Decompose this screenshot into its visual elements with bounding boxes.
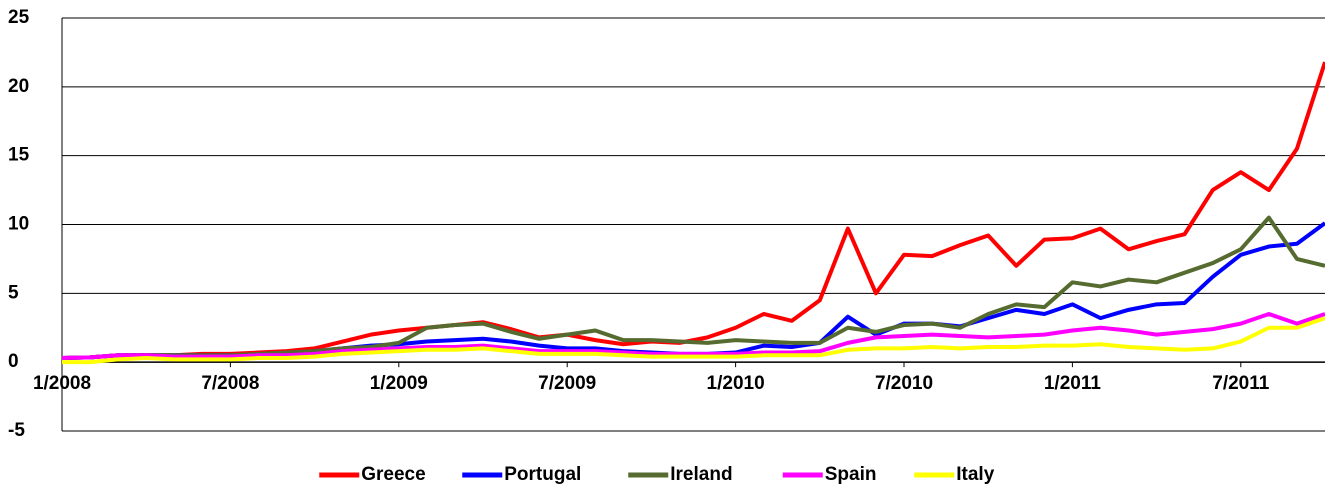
legend-label: Portugal — [504, 464, 581, 485]
series-line — [61, 311, 1325, 361]
y-tick-label: 25 — [8, 7, 30, 28]
legend-label: Italy — [956, 464, 994, 485]
series-line — [61, 61, 1325, 361]
y-tick-label: 5 — [8, 282, 19, 303]
y-tick-label: 20 — [8, 76, 29, 97]
y-tick-label: 15 — [8, 145, 30, 166]
x-tick-label: 1/2010 — [707, 373, 765, 394]
legend-label: Ireland — [670, 464, 732, 485]
x-tick-label: 1/2008 — [33, 373, 91, 394]
y-tick-label: -5 — [8, 420, 25, 441]
x-tick-label: 7/2011 — [1212, 373, 1269, 394]
legend-label: Greece — [361, 464, 425, 485]
x-tick-label: 7/2010 — [875, 373, 933, 394]
y-tick-label: 10 — [8, 214, 29, 235]
series-line — [62, 316, 1325, 365]
x-tick-label: 7/2009 — [538, 373, 596, 394]
x-tick-label: 1/2009 — [370, 373, 428, 394]
legend-label: Spain — [825, 464, 877, 485]
x-tick-label: 7/2008 — [201, 373, 259, 394]
series-line — [61, 221, 1325, 361]
y-tick-label: 0 — [8, 351, 19, 372]
series-line — [61, 215, 1325, 361]
x-tick-label: 1/2011 — [1044, 373, 1101, 394]
